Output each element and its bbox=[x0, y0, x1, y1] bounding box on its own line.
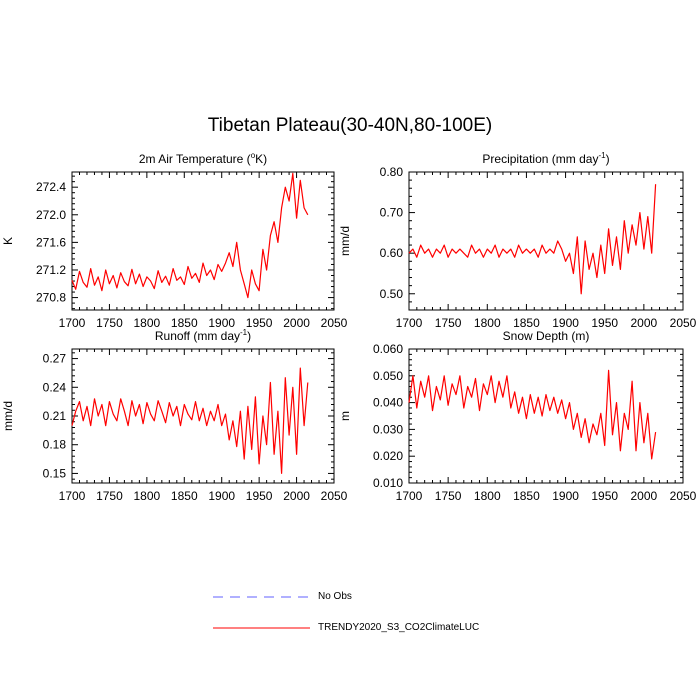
y-tick-label: 0.50 bbox=[380, 287, 404, 301]
y-tick-label: 270.8 bbox=[36, 291, 66, 305]
panel-2: Precipitation (mm day-1) mm/d 1700 1750 1800… bbox=[338, 151, 697, 330]
x-tick-label: 2000 bbox=[283, 489, 310, 503]
x-tick-label: 1700 bbox=[59, 489, 86, 503]
y-tick-label: 0.030 bbox=[373, 422, 403, 436]
y-tick-label: 0.15 bbox=[43, 466, 67, 480]
y-axis-label: mm/d bbox=[1, 401, 15, 431]
panel-title-tail: ) bbox=[606, 152, 610, 166]
y-axis-label: K bbox=[1, 237, 15, 245]
x-tick-label: 1850 bbox=[171, 489, 198, 503]
x-tick-label: 1950 bbox=[246, 489, 273, 503]
x-tick-label: 1900 bbox=[552, 489, 579, 503]
y-tick-label: 0.27 bbox=[43, 352, 67, 366]
y-tick-label: 271.6 bbox=[36, 235, 66, 249]
x-tick-label: 1950 bbox=[591, 316, 618, 330]
panel-title-main: 2m Air Temperature ( bbox=[139, 152, 251, 166]
x-tick-label: 1900 bbox=[208, 316, 235, 330]
x-tick-label: 2050 bbox=[670, 316, 697, 330]
y-axis-label: mm/d bbox=[338, 226, 352, 256]
x-tick-label: 1750 bbox=[435, 489, 462, 503]
x-tick-label: 2050 bbox=[670, 489, 697, 503]
figure-title: Tibetan Plateau(30-40N,80-100E) bbox=[207, 115, 493, 136]
y-tick-label: 0.24 bbox=[43, 380, 67, 394]
x-tick-label: 1950 bbox=[246, 316, 273, 330]
y-tick-label: 272.4 bbox=[36, 180, 66, 194]
panel-title: 2m Air Temperature (oK) bbox=[139, 151, 267, 166]
x-tick-label: 1700 bbox=[396, 489, 423, 503]
panel-title-tail: K) bbox=[255, 152, 267, 166]
series-line-model bbox=[408, 184, 657, 295]
x-tick-label: 2050 bbox=[321, 316, 348, 330]
panel-1: 2m Air Temperature (oK) K 1700 1750 1800 1850… bbox=[1, 151, 348, 330]
panel-title: Runoff (mm day-1) bbox=[155, 328, 251, 343]
x-tick-label: 1750 bbox=[96, 316, 123, 330]
x-tick-label: 2050 bbox=[321, 489, 348, 503]
panel-title-superscript: -1 bbox=[598, 151, 606, 160]
y-tick-label: 0.050 bbox=[373, 369, 403, 383]
panel-title-main: Snow Depth (m) bbox=[503, 329, 590, 343]
series-line-model bbox=[71, 172, 309, 299]
panel-title-main: Precipitation (mm day bbox=[482, 152, 598, 166]
x-tick-label: 1850 bbox=[513, 316, 540, 330]
y-tick-label: 0.060 bbox=[373, 342, 403, 356]
panel-title-tail: ) bbox=[247, 329, 251, 343]
plot-frame bbox=[408, 171, 684, 311]
panel-title: Precipitation (mm day-1) bbox=[482, 151, 609, 166]
panel-title: Snow Depth (m) bbox=[503, 329, 590, 343]
y-tick-label: 0.70 bbox=[380, 206, 404, 220]
x-tick-label: 1950 bbox=[591, 489, 618, 503]
panel-title-superscript: o bbox=[251, 151, 256, 160]
series-line-model bbox=[408, 369, 657, 460]
x-tick-label: 1850 bbox=[513, 489, 540, 503]
series-line-model bbox=[71, 367, 309, 474]
x-tick-label: 2000 bbox=[283, 316, 310, 330]
x-tick-label: 1850 bbox=[171, 316, 198, 330]
panel-3: Runoff (mm day-1) mm/d 1700 1750 1800 1850 190… bbox=[1, 328, 348, 503]
x-tick-label: 2000 bbox=[631, 316, 658, 330]
panel-title-main: Runoff (mm day bbox=[155, 329, 240, 343]
x-tick-label: 1700 bbox=[59, 316, 86, 330]
x-tick-label: 1800 bbox=[474, 316, 501, 330]
plot-frame bbox=[408, 348, 684, 484]
y-tick-label: 0.80 bbox=[380, 165, 404, 179]
y-axis-label: m bbox=[338, 411, 352, 421]
y-tick-label: 0.010 bbox=[373, 476, 403, 490]
x-tick-label: 1800 bbox=[134, 316, 161, 330]
panel-title-superscript: -1 bbox=[240, 328, 248, 337]
panel-4: Snow Depth (m) m 1700 1750 1800 1850 1900 1950 2… bbox=[338, 329, 697, 503]
plot-frame bbox=[71, 171, 335, 311]
legend-label-model: TRENDY2020_S3_CO2ClimateLUC bbox=[318, 622, 480, 633]
x-tick-label: 1800 bbox=[134, 489, 161, 503]
x-tick-label: 1900 bbox=[552, 316, 579, 330]
y-tick-label: 271.2 bbox=[36, 263, 66, 277]
y-tick-label: 272.0 bbox=[36, 208, 66, 222]
legend-label-obs: No Obs bbox=[318, 591, 352, 602]
x-tick-label: 1800 bbox=[474, 489, 501, 503]
x-tick-label: 1750 bbox=[435, 316, 462, 330]
y-tick-label: 0.020 bbox=[373, 449, 403, 463]
x-tick-label: 1700 bbox=[396, 316, 423, 330]
x-tick-label: 1900 bbox=[208, 489, 235, 503]
x-tick-label: 1750 bbox=[96, 489, 123, 503]
y-tick-label: 0.18 bbox=[43, 438, 67, 452]
y-tick-label: 0.21 bbox=[43, 409, 67, 423]
y-tick-label: 0.040 bbox=[373, 396, 403, 410]
y-tick-label: 0.60 bbox=[380, 246, 404, 260]
x-tick-label: 2000 bbox=[631, 489, 658, 503]
